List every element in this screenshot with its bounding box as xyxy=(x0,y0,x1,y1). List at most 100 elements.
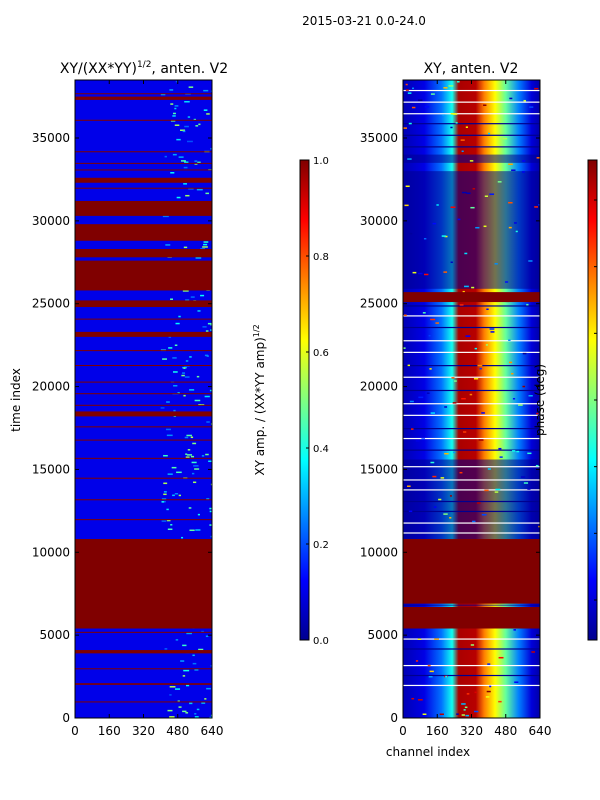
speckle-mark xyxy=(200,294,205,297)
speckle-mark xyxy=(178,706,182,708)
speckle-mark xyxy=(452,113,458,115)
left-colorbar-gradient xyxy=(299,159,310,641)
speckle-mark xyxy=(534,206,538,208)
speckle-mark xyxy=(204,698,207,700)
y-tick-label: 15000 xyxy=(32,462,70,476)
speckle-mark xyxy=(180,660,185,662)
speckle-mark xyxy=(182,290,189,292)
speckle-mark xyxy=(209,524,212,526)
speckle-mark xyxy=(442,114,446,116)
speckle-mark xyxy=(428,334,431,337)
speckle-mark xyxy=(174,688,181,690)
speckle-mark xyxy=(186,434,192,437)
phase-line xyxy=(403,403,540,405)
saturated-line xyxy=(75,631,212,633)
speckle-mark xyxy=(190,455,195,458)
speckle-mark xyxy=(429,368,432,370)
speckle-mark xyxy=(461,191,467,194)
speckle-mark xyxy=(195,125,199,127)
speckle-mark xyxy=(194,160,198,162)
left-panel: XY/(XX*YY)1/2, anten. V2 0 160 320 480 640 0 5… xyxy=(9,60,228,738)
speckle-mark xyxy=(522,160,526,162)
speckle-mark xyxy=(509,361,513,364)
y-tick-label: 30000 xyxy=(32,214,70,228)
speckle-mark xyxy=(523,482,529,484)
speckle-mark xyxy=(528,260,533,262)
saturated-line xyxy=(75,169,212,171)
y-tick-label: 0 xyxy=(390,711,398,725)
y-tick-label: 5000 xyxy=(367,628,398,642)
y-tick-label: 0 xyxy=(62,711,70,725)
speckle-mark xyxy=(170,298,174,300)
saturated-band xyxy=(75,96,212,100)
speckle-mark xyxy=(473,378,479,380)
speckle-mark xyxy=(469,393,473,396)
speckle-mark xyxy=(453,451,456,454)
colorbar-tick-label: 0.8 xyxy=(313,252,329,263)
dark-band xyxy=(403,171,540,289)
colorbar-tick-label: 0.2 xyxy=(313,540,329,551)
saturated-line xyxy=(75,365,212,367)
speckle-mark xyxy=(169,716,175,718)
left-colorbar: 0.0 0.2 0.4 0.6 0.8 1.0 XY amp. / (XX*YY amp)… xyxy=(252,156,329,647)
phase-line xyxy=(403,134,540,136)
speckle-mark xyxy=(432,475,437,478)
speckle-mark xyxy=(450,126,453,129)
speckle-mark xyxy=(497,181,502,183)
speckle-mark xyxy=(538,404,540,407)
speckle-mark xyxy=(169,686,176,688)
right-panel: XY, anten. V2 0 160 320 480 640 0 5000 10000 150… xyxy=(360,61,552,759)
speckle-mark xyxy=(418,272,423,275)
speckle-mark xyxy=(186,632,192,635)
speckle-mark xyxy=(487,132,491,135)
speckle-mark xyxy=(477,364,483,367)
speckle-mark xyxy=(520,476,526,478)
speckle-mark xyxy=(175,639,179,641)
saturated-line xyxy=(75,519,212,521)
speckle-mark xyxy=(172,153,177,156)
speckle-mark xyxy=(194,716,199,718)
speckle-mark xyxy=(182,675,186,677)
speckle-mark xyxy=(448,85,454,87)
speckle-mark xyxy=(189,389,195,391)
saturated-line xyxy=(75,499,212,501)
speckle-mark xyxy=(172,115,176,117)
speckle-mark xyxy=(194,163,198,165)
speckle-mark xyxy=(177,392,180,394)
phase-line xyxy=(403,437,540,440)
speckle-mark xyxy=(456,81,460,83)
speckle-mark xyxy=(444,406,448,408)
speckle-mark xyxy=(426,392,430,394)
speckle-mark xyxy=(193,481,197,484)
speckle-mark xyxy=(473,710,479,713)
phase-line xyxy=(403,146,540,148)
speckle-mark xyxy=(405,89,409,91)
speckle-mark xyxy=(536,157,540,159)
speckle-mark xyxy=(186,454,193,456)
phase-line xyxy=(403,414,540,416)
speckle-mark xyxy=(469,160,474,162)
saturated-band xyxy=(75,411,212,417)
speckle-mark xyxy=(429,670,434,673)
speckle-mark xyxy=(184,376,190,378)
speckle-mark xyxy=(512,398,516,400)
speckle-mark xyxy=(415,440,420,442)
speckle-mark xyxy=(484,489,489,492)
speckle-mark xyxy=(514,222,517,224)
speckle-mark xyxy=(182,372,186,374)
speckle-mark xyxy=(193,118,197,121)
speckle-mark xyxy=(435,322,440,324)
speckle-mark xyxy=(405,185,410,188)
speckle-mark xyxy=(424,273,429,276)
speckle-mark xyxy=(409,400,414,403)
speckle-mark xyxy=(430,93,435,95)
speckle-mark xyxy=(498,700,502,703)
left-panel-title: XY/(XX*YY)1/2, anten. V2 xyxy=(60,60,228,77)
dark-band xyxy=(403,604,540,607)
speckle-mark xyxy=(173,385,178,387)
left-axis-ticks: 0 160 320 480 640 0 5000 10000 15000 20000 25000 30… xyxy=(32,80,223,738)
speckle-mark xyxy=(168,347,173,349)
x-tick-label: 160 xyxy=(98,724,121,738)
speckle-mark xyxy=(422,312,426,314)
speckle-mark xyxy=(210,90,212,92)
